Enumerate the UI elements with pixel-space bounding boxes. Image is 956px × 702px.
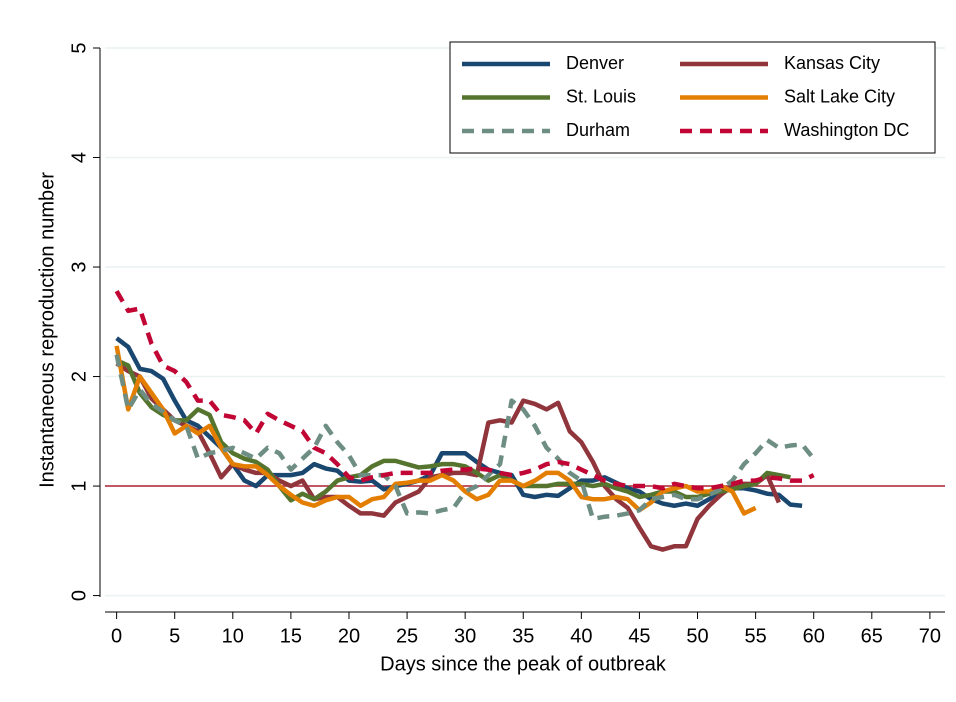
legend-label: Durham [566, 120, 630, 140]
x-tick-label: 30 [454, 625, 476, 647]
x-tick-label: 0 [111, 625, 122, 647]
y-axis-title: Instantaneous reproduction number [36, 172, 58, 488]
x-tick-label: 35 [512, 625, 534, 647]
x-tick-label: 5 [169, 625, 180, 647]
legend-label: Kansas City [784, 53, 880, 73]
x-axis-title: Days since the peak of outbreak [380, 653, 667, 675]
series-line [114, 354, 816, 522]
x-tick-label: 50 [686, 625, 708, 647]
x-tick-label: 15 [280, 625, 302, 647]
x-tick-label: 60 [803, 625, 825, 647]
legend-label: Salt Lake City [784, 86, 895, 106]
x-tick-label: 10 [222, 625, 244, 647]
y-tick-label: 2 [68, 371, 90, 382]
x-tick-label: 20 [338, 625, 360, 647]
legend-label: Denver [566, 53, 624, 73]
series-line [114, 289, 815, 491]
x-tick-label: 45 [628, 625, 650, 647]
legend-label: Washington DC [784, 120, 909, 140]
x-tick-label: 55 [744, 625, 766, 647]
y-tick-label: 0 [68, 590, 90, 601]
plot-area [105, 289, 945, 552]
series-line [115, 361, 781, 552]
legend-items: Denver Kansas City St. Louis Salt Lake City… [462, 53, 909, 140]
y-tick-label: 5 [68, 42, 90, 53]
x-tick-label: 40 [570, 625, 592, 647]
x-tick-label: 65 [861, 625, 883, 647]
legend-label: St. Louis [566, 86, 636, 106]
x-tick-label: 70 [919, 625, 941, 647]
y-tick-label: 1 [68, 480, 90, 491]
y-tick-label: 3 [68, 261, 90, 272]
x-tick-label: 25 [396, 625, 418, 647]
y-tick-label: 4 [68, 152, 90, 163]
